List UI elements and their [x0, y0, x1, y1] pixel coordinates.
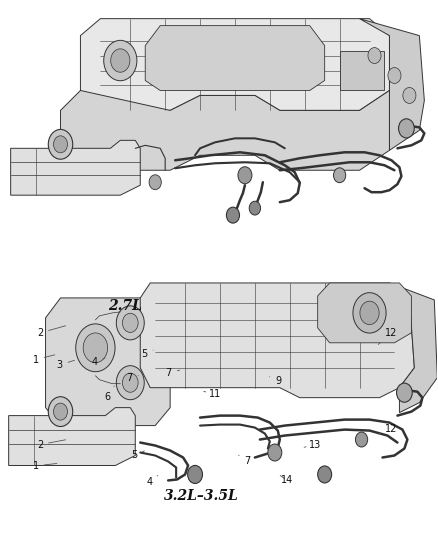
Text: 2: 2: [37, 440, 66, 450]
Polygon shape: [81, 19, 389, 110]
Circle shape: [226, 207, 240, 223]
Circle shape: [353, 293, 386, 333]
Text: 14: 14: [280, 475, 293, 485]
Text: 3: 3: [57, 360, 74, 370]
Circle shape: [83, 333, 108, 362]
Text: 7: 7: [127, 373, 138, 383]
Polygon shape: [318, 283, 411, 343]
Polygon shape: [140, 283, 414, 398]
Circle shape: [53, 136, 67, 153]
Text: 3.2L–3.5L: 3.2L–3.5L: [164, 489, 239, 503]
Polygon shape: [145, 26, 325, 91]
Text: 9: 9: [269, 376, 281, 386]
Circle shape: [104, 41, 137, 80]
Circle shape: [360, 301, 379, 325]
Polygon shape: [60, 91, 389, 170]
Circle shape: [123, 373, 138, 392]
Circle shape: [249, 201, 261, 215]
Circle shape: [238, 167, 252, 184]
Polygon shape: [339, 51, 385, 91]
Text: 4: 4: [146, 475, 158, 487]
Text: 2.7L: 2.7L: [108, 300, 142, 313]
Circle shape: [403, 87, 416, 103]
Circle shape: [48, 397, 73, 426]
Text: 5: 5: [131, 450, 145, 460]
Text: 13: 13: [304, 440, 321, 450]
Circle shape: [149, 175, 161, 190]
Circle shape: [333, 168, 346, 183]
Circle shape: [368, 47, 381, 63]
Text: 7: 7: [166, 368, 180, 378]
Text: 1: 1: [32, 354, 55, 365]
Circle shape: [117, 366, 144, 400]
Polygon shape: [11, 140, 140, 195]
Text: 12: 12: [378, 424, 398, 434]
Circle shape: [355, 432, 367, 447]
Text: 5: 5: [141, 349, 153, 359]
Text: 11: 11: [204, 389, 221, 399]
Polygon shape: [9, 408, 135, 465]
Circle shape: [268, 444, 282, 461]
Polygon shape: [46, 298, 170, 425]
Circle shape: [399, 119, 414, 138]
Text: 4: 4: [92, 357, 105, 367]
Text: 12: 12: [378, 328, 398, 344]
Polygon shape: [389, 283, 437, 413]
Text: 7: 7: [239, 455, 251, 465]
Circle shape: [318, 466, 332, 483]
Polygon shape: [360, 19, 424, 150]
Text: 6: 6: [105, 386, 114, 402]
Circle shape: [187, 465, 202, 483]
Circle shape: [48, 130, 73, 159]
Circle shape: [111, 49, 130, 72]
Text: 1: 1: [32, 461, 57, 471]
Circle shape: [388, 68, 401, 84]
Circle shape: [396, 383, 412, 402]
Circle shape: [76, 324, 115, 372]
Circle shape: [117, 306, 144, 340]
Text: 2: 2: [37, 326, 66, 338]
Circle shape: [53, 403, 67, 420]
Circle shape: [123, 313, 138, 333]
